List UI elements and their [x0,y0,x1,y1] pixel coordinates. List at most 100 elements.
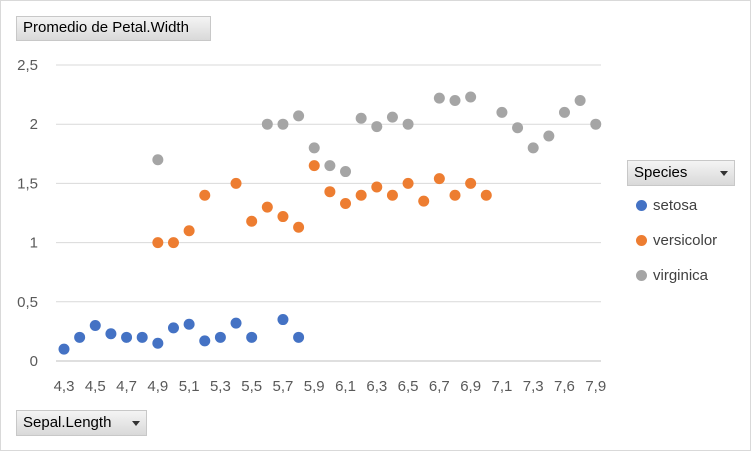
legend-item-setosa[interactable]: setosa [636,197,697,214]
y-tick-label: 0 [30,353,38,370]
y-tick-label: 1,5 [17,175,38,192]
y-tick-label: 0,5 [17,294,38,311]
data-point-virginica[interactable] [340,166,352,178]
data-point-setosa[interactable] [199,335,211,347]
x-tick-label: 5,3 [210,378,231,395]
data-point-setosa[interactable] [293,331,305,343]
data-point-setosa[interactable] [167,322,179,334]
data-point-virginica[interactable] [371,121,383,133]
y-tick-label: 2 [30,116,38,133]
data-point-virginica[interactable] [496,106,508,118]
data-point-virginica[interactable] [308,142,320,154]
gridlines [56,64,601,362]
data-point-versicolor[interactable] [371,181,383,193]
legend-item-versicolor[interactable]: versicolor [636,232,717,249]
legend-label: versicolor [653,232,718,249]
data-point-versicolor[interactable] [308,160,320,172]
data-point-versicolor[interactable] [449,189,461,201]
data-point-setosa[interactable] [58,343,70,355]
data-point-virginica[interactable] [277,118,289,130]
x-tick-label: 7,1 [491,378,512,395]
x-tick-label: 6,9 [460,378,481,395]
data-point-virginica[interactable] [355,112,367,124]
x-tick-label: 5,7 [273,378,294,395]
x-tick-label: 4,5 [85,378,106,395]
data-point-versicolor[interactable] [199,189,211,201]
data-point-versicolor[interactable] [355,189,367,201]
data-points [58,91,602,355]
data-point-virginica[interactable] [261,118,273,130]
value-field-button[interactable]: Promedio de Petal.Width [16,16,211,41]
y-tick-label: 1 [30,235,38,252]
data-point-setosa[interactable] [89,319,101,331]
x-tick-label: 6,5 [398,378,419,395]
axis-field-button[interactable]: Sepal.Length [16,410,147,436]
x-tick-label: 7,6 [554,378,575,395]
data-point-versicolor[interactable] [183,225,195,237]
data-point-versicolor[interactable] [230,177,242,189]
data-point-setosa[interactable] [246,331,258,343]
data-point-versicolor[interactable] [465,177,477,189]
data-point-virginica[interactable] [574,95,586,107]
data-point-setosa[interactable] [214,331,226,343]
data-point-virginica[interactable] [386,111,398,123]
axis-field-label: Sepal.Length [23,414,112,431]
x-tick-label: 5,1 [179,378,200,395]
legend-label: setosa [653,197,698,214]
x-tick-label: 4,9 [147,378,168,395]
data-point-versicolor[interactable] [152,237,164,249]
data-point-virginica[interactable] [527,142,539,154]
data-point-versicolor[interactable] [167,237,179,249]
data-point-versicolor[interactable] [340,198,352,210]
data-point-versicolor[interactable] [277,211,289,223]
data-point-versicolor[interactable] [386,189,398,201]
data-point-virginica[interactable] [324,160,336,172]
legend-item-virginica[interactable]: virginica [636,267,708,284]
data-point-versicolor[interactable] [293,221,305,233]
y-axis-ticks: 0 0,5 1 1,5 2 2,5 [17,57,38,370]
data-point-setosa[interactable] [121,331,133,343]
data-point-virginica[interactable] [558,106,570,118]
x-tick-label: 4,7 [116,378,137,395]
data-point-setosa[interactable] [230,317,242,329]
data-point-setosa[interactable] [105,328,117,340]
data-point-virginica[interactable] [152,154,164,166]
data-point-setosa[interactable] [152,337,164,349]
data-point-versicolor[interactable] [418,195,430,207]
data-point-setosa[interactable] [74,331,86,343]
data-point-setosa[interactable] [183,318,195,330]
data-point-virginica[interactable] [293,110,305,122]
x-axis-ticks: 4,3 4,5 4,7 4,9 5,1 5,3 5,5 5,7 5,9 6,1 6,3 6,5 6,7 6… [54,378,607,395]
legend-marker [636,200,647,211]
data-point-versicolor[interactable] [480,189,492,201]
data-point-versicolor[interactable] [402,177,414,189]
data-point-versicolor[interactable] [324,186,336,198]
legend-marker [636,235,647,246]
value-field-label: Promedio de Petal.Width [23,19,189,36]
data-point-versicolor[interactable] [261,201,273,213]
data-point-virginica[interactable] [433,92,445,104]
chevron-down-icon[interactable] [720,170,728,176]
data-point-virginica[interactable] [449,95,461,107]
legend-label: virginica [653,267,709,284]
data-point-virginica[interactable] [402,118,414,130]
legend-field-button[interactable]: Species [627,160,735,186]
data-point-virginica[interactable] [512,122,524,134]
chevron-down-icon[interactable] [132,420,140,426]
data-point-virginica[interactable] [465,91,477,103]
data-point-versicolor[interactable] [433,173,445,185]
data-point-versicolor[interactable] [246,215,258,227]
x-tick-label: 5,9 [304,378,325,395]
data-point-virginica[interactable] [543,130,555,142]
legend-field-label: Species [634,164,688,181]
legend-marker [636,270,647,281]
x-tick-label: 6,1 [335,378,356,395]
x-tick-label: 5,5 [241,378,262,395]
data-point-virginica[interactable] [590,118,602,130]
data-point-setosa[interactable] [136,331,148,343]
x-tick-label: 6,3 [366,378,387,395]
data-point-setosa[interactable] [277,314,289,326]
y-tick-label: 2,5 [17,57,38,74]
